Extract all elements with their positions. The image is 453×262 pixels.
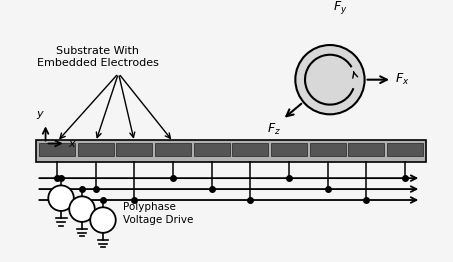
Text: Polyphase
Voltage Drive: Polyphase Voltage Drive	[123, 203, 193, 225]
Text: $F_z$: $F_z$	[267, 122, 281, 137]
Text: $y$: $y$	[37, 109, 45, 121]
Circle shape	[295, 45, 365, 114]
Text: $x$: $x$	[68, 139, 77, 149]
Circle shape	[90, 207, 116, 233]
Bar	[36, 140, 426, 162]
Bar	[194, 143, 230, 156]
Bar	[155, 143, 191, 156]
Bar	[116, 143, 152, 156]
Text: $F_x$: $F_x$	[395, 72, 409, 87]
Bar	[348, 143, 384, 156]
Bar	[310, 143, 346, 156]
Circle shape	[48, 185, 74, 211]
Bar	[78, 143, 114, 156]
Circle shape	[69, 196, 95, 222]
Bar	[39, 143, 75, 156]
Bar	[271, 143, 307, 156]
Text: Substrate With
Embedded Electrodes: Substrate With Embedded Electrodes	[37, 46, 159, 68]
Bar	[232, 143, 268, 156]
Bar	[387, 143, 423, 156]
Text: $F_y$: $F_y$	[333, 0, 347, 16]
